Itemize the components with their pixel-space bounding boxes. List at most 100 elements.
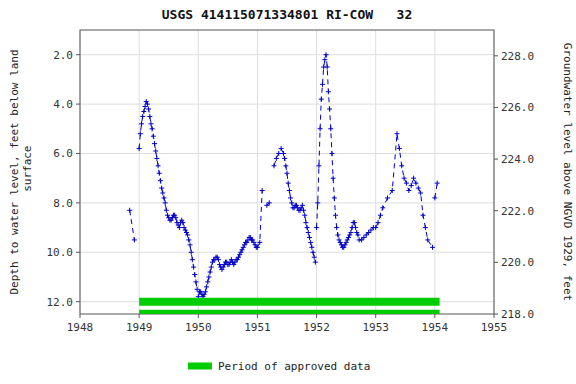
grid-line-y [80, 54, 494, 55]
marker [333, 213, 338, 218]
grid-line-x [198, 30, 199, 314]
marker [335, 232, 340, 237]
marker [231, 262, 236, 267]
marker [191, 265, 196, 270]
marker [152, 141, 157, 146]
marker [390, 188, 395, 193]
grid [80, 30, 494, 314]
chart: 194819491950195119521953195419552.04.06.… [0, 0, 576, 384]
background [0, 0, 576, 384]
marker [182, 225, 187, 230]
marker [177, 225, 182, 230]
marker [238, 250, 243, 255]
grid-line-y [80, 301, 494, 302]
marker [413, 181, 418, 186]
marker [219, 267, 224, 272]
tick-x [494, 314, 495, 318]
tick-label-x: 1950 [185, 321, 212, 334]
marker [157, 171, 162, 176]
marker [158, 178, 163, 183]
marker [248, 235, 253, 240]
marker [164, 208, 169, 213]
marker [202, 292, 207, 297]
grid-line-x [434, 30, 435, 314]
marker [229, 257, 234, 262]
grid-line-y [80, 252, 494, 253]
marker [287, 188, 292, 193]
marker [432, 195, 437, 200]
marker [144, 99, 149, 104]
marker [257, 240, 262, 245]
marker [141, 109, 146, 114]
marker [288, 195, 293, 200]
tick-label-y2: 228.0 [501, 50, 534, 63]
tick-label-y: 8.0 [53, 197, 73, 210]
tick-label-x: 1952 [303, 321, 330, 334]
marker [361, 235, 366, 240]
marker [283, 163, 288, 168]
marker [274, 156, 279, 161]
marker [306, 230, 311, 235]
marker [267, 200, 272, 205]
tick-label-x: 1951 [244, 321, 271, 334]
marker [337, 237, 342, 242]
marker [399, 163, 404, 168]
marker [264, 203, 269, 208]
marker [338, 240, 343, 245]
marker [241, 245, 246, 250]
marker [227, 262, 232, 267]
marker [299, 205, 304, 210]
marker [279, 146, 284, 151]
marker [345, 237, 350, 242]
approved-bar [139, 298, 439, 306]
marker [289, 200, 294, 205]
tick-label-y: 12.0 [47, 296, 74, 309]
marker [250, 237, 255, 242]
series-line [130, 55, 438, 297]
marker [409, 183, 414, 188]
marker [215, 255, 220, 260]
marker [423, 225, 428, 230]
approved-bar [139, 310, 439, 314]
marker [242, 242, 247, 247]
marker [320, 82, 325, 87]
tick-y2 [494, 107, 498, 108]
marker [352, 220, 357, 225]
marker [346, 235, 351, 240]
marker [395, 131, 400, 136]
marker [303, 220, 308, 225]
marker [156, 163, 161, 168]
marker [315, 200, 320, 205]
marker [308, 240, 313, 245]
tick-label-y: 10.0 [47, 246, 74, 259]
marker [139, 121, 144, 126]
marker [271, 163, 276, 168]
marker [185, 232, 190, 237]
marker [195, 287, 200, 292]
marker [329, 151, 334, 156]
marker [169, 218, 174, 223]
marker [192, 272, 197, 277]
marker [160, 190, 165, 195]
tick-label-y2: 226.0 [501, 101, 534, 114]
marker [163, 200, 168, 205]
axis-label-y-line: Depth to water level, feet below land [8, 49, 21, 294]
marker [281, 151, 286, 156]
marker [180, 220, 185, 225]
marker [325, 65, 330, 70]
marker [235, 257, 240, 262]
marker [373, 225, 378, 230]
marker [179, 218, 184, 223]
marker [216, 257, 221, 262]
marker [184, 230, 189, 235]
grid-line-x [139, 30, 140, 314]
tick-y [76, 202, 80, 203]
marker [148, 121, 153, 126]
legend-swatch [188, 363, 212, 370]
marker [316, 163, 321, 168]
tick-x [257, 314, 258, 318]
plot-frame [80, 30, 494, 314]
axis-label-y2: Groundwater level above NGVD 1929, feet [561, 43, 574, 301]
marker [206, 274, 211, 279]
marker [165, 213, 170, 218]
